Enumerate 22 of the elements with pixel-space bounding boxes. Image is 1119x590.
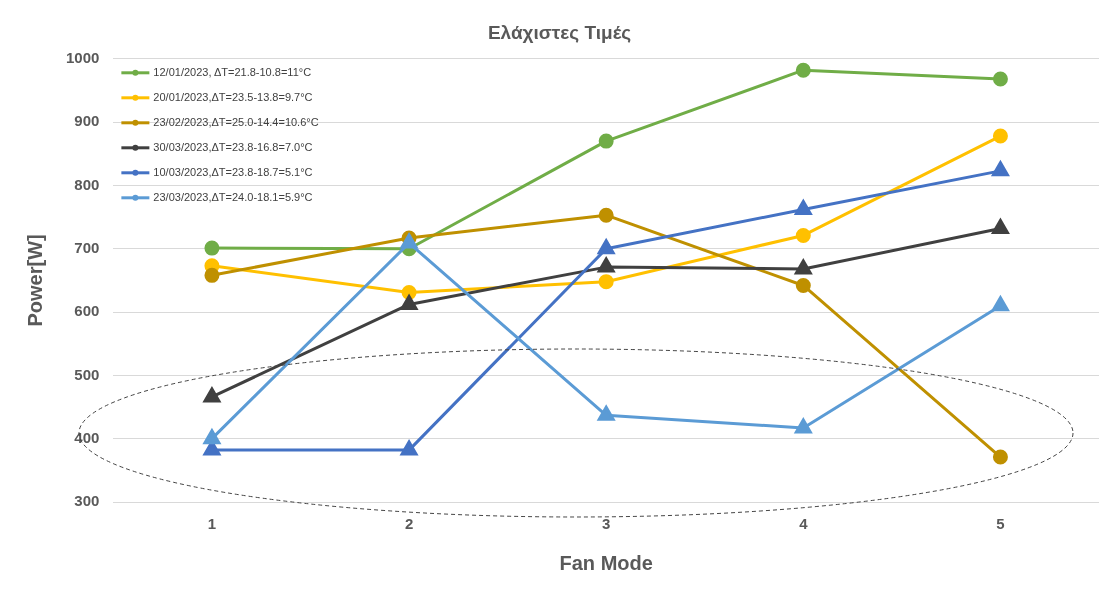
legend-label: 23/02/2023,ΔT=25.0-14.4=10.6°C [153, 115, 319, 128]
x-tick-label: 3 [602, 515, 611, 533]
y-tick-label: 700 [74, 238, 100, 256]
y-tick-label: 600 [74, 302, 100, 320]
chart-title: Ελάχιστες Τιμές [487, 21, 632, 43]
legend-label: 30/03/2023,ΔT=23.8-16.8=7.0°C [153, 140, 313, 153]
legend-label: 10/03/2023,ΔT=23.8-18.7=5.1°C [153, 165, 313, 178]
y-tick-label: 500 [74, 365, 100, 383]
y-axis-title: Power[W] [23, 234, 46, 327]
y-tick-label: 900 [74, 112, 100, 130]
x-tick-label: 5 [996, 515, 1005, 533]
legend-label: 20/01/2023,ΔT=23.5-13.8=9.7°C [153, 90, 313, 103]
legend-label: 12/01/2023, ΔT=21.8-10.8=11°C [153, 65, 312, 78]
x-axis-title: Fan Mode [559, 551, 653, 574]
x-tick-label: 1 [207, 515, 217, 533]
x-tick-label: 2 [404, 515, 414, 533]
legend-label: 23/03/2023,ΔT=24.0-18.1=5.9°C [153, 190, 313, 203]
y-tick-label: 400 [74, 428, 100, 446]
y-tick-label: 800 [74, 175, 100, 193]
y-tick-label: 300 [74, 492, 100, 510]
x-tick-label: 4 [799, 515, 809, 533]
y-tick-label: 1000 [65, 48, 100, 66]
